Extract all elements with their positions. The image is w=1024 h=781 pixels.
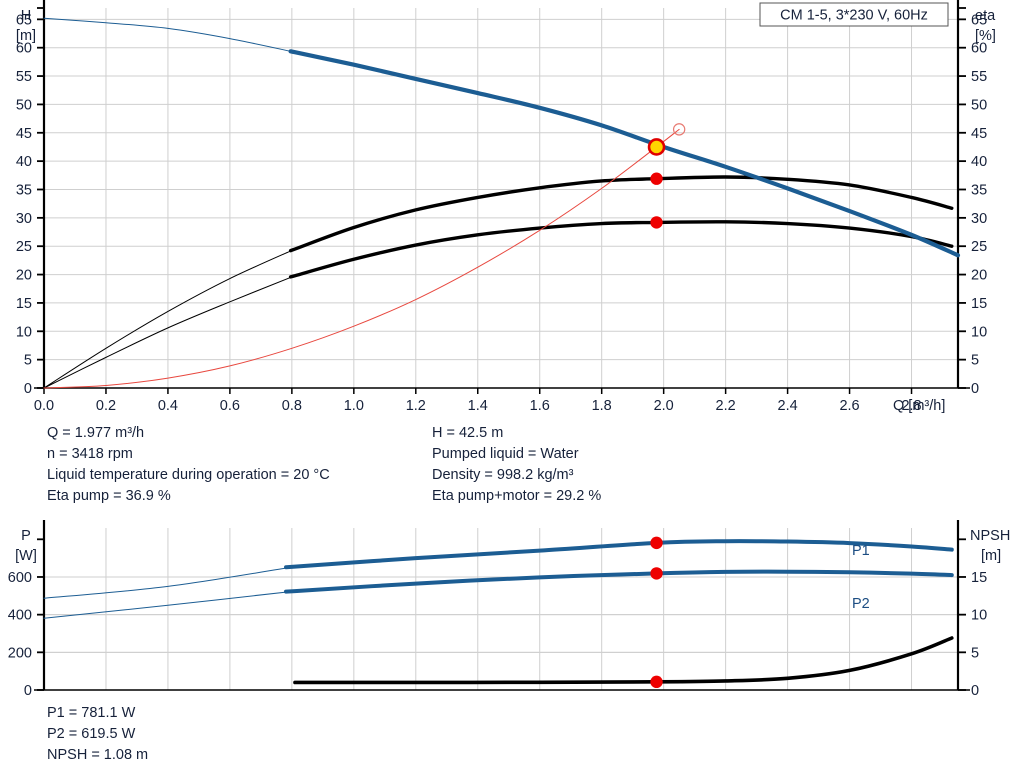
svg-text:5: 5 <box>971 645 979 661</box>
info-p2: P2 = 619.5 W <box>47 726 136 742</box>
svg-text:10: 10 <box>16 324 32 340</box>
svg-text:[m]: [m] <box>16 28 36 44</box>
head-eta-chart: 0 5 10 15 20 25 30 35 40 45 50 55 60 65 0 5 10 15 20 25 30 35… <box>16 0 996 414</box>
svg-text:0: 0 <box>971 381 979 397</box>
svg-text:0.0: 0.0 <box>34 398 54 414</box>
info-p1: P1 = 781.1 W <box>47 705 136 721</box>
svg-text:30: 30 <box>971 211 987 227</box>
svg-text:40: 40 <box>971 154 987 170</box>
svg-text:2.2: 2.2 <box>716 398 736 414</box>
svg-text:2.6: 2.6 <box>839 398 859 414</box>
svg-text:1.8: 1.8 <box>592 398 612 414</box>
p2-curve-tag: P2 <box>852 596 870 612</box>
svg-text:2.4: 2.4 <box>778 398 798 414</box>
duty-point <box>647 138 666 156</box>
p1-curve-tag: P1 <box>852 543 870 559</box>
svg-text:55: 55 <box>16 69 32 85</box>
h-axis-label: H <box>21 8 31 24</box>
svg-text:[m]: [m] <box>981 548 1001 564</box>
svg-text:0: 0 <box>24 683 32 699</box>
svg-text:50: 50 <box>971 97 987 113</box>
power-npsh-chart: 0 200 400 600 0 5 10 15 P [W] NPSH [m] P1 P2 <box>8 520 1010 699</box>
info-density: Density = 998.2 kg/m³ <box>432 467 574 483</box>
svg-text:10: 10 <box>971 608 987 624</box>
duty-point-info-right: H = 42.5 m Pumped liquid = Water Density… <box>432 423 601 507</box>
svg-text:15: 15 <box>971 570 987 586</box>
svg-text:65: 65 <box>971 12 987 28</box>
svg-text:45: 45 <box>16 126 32 142</box>
svg-text:35: 35 <box>971 182 987 198</box>
npsh-duty-point <box>650 675 663 689</box>
svg-text:1.0: 1.0 <box>344 398 364 414</box>
svg-text:15: 15 <box>16 296 32 312</box>
svg-text:0.8: 0.8 <box>282 398 302 414</box>
svg-text:2.0: 2.0 <box>654 398 674 414</box>
info-liquid-temperature: Liquid temperature during operation = 20… <box>47 467 330 483</box>
svg-text:0: 0 <box>971 683 979 699</box>
eta-axis-label: eta <box>975 8 996 24</box>
npsh-axis-label: NPSH <box>970 528 1010 544</box>
svg-text:0: 0 <box>24 381 32 397</box>
svg-text:[%]: [%] <box>975 28 996 44</box>
svg-text:5: 5 <box>24 353 32 369</box>
info-npsh: NPSH = 1.08 m <box>47 747 149 763</box>
info-pumped-liquid: Pumped liquid = Water <box>432 446 579 462</box>
svg-text:40: 40 <box>16 154 32 170</box>
svg-text:20: 20 <box>16 268 32 284</box>
duty-point-info-left: Q = 1.977 m³/h n = 3418 rpm Liquid tempe… <box>47 423 330 507</box>
p-axis-label: P <box>21 528 31 544</box>
svg-text:20: 20 <box>971 268 987 284</box>
p1-duty-point <box>650 536 663 550</box>
eta-pump-point <box>650 172 663 185</box>
info-eta-pump-motor: Eta pump+motor = 29.2 % <box>432 488 602 504</box>
svg-text:1.6: 1.6 <box>530 398 550 414</box>
q-axis-label: Q [m³/h] <box>893 398 945 414</box>
svg-text:50: 50 <box>16 97 32 113</box>
svg-text:200: 200 <box>8 645 32 661</box>
svg-text:400: 400 <box>8 608 32 624</box>
svg-text:0.6: 0.6 <box>220 398 240 414</box>
svg-text:0.4: 0.4 <box>158 398 178 414</box>
svg-text:45: 45 <box>971 126 987 142</box>
eta-pump-motor-point <box>650 216 663 229</box>
svg-text:25: 25 <box>16 239 32 255</box>
svg-text:1.2: 1.2 <box>406 398 426 414</box>
svg-text:[W]: [W] <box>15 548 37 564</box>
info-h: H = 42.5 m <box>432 425 504 441</box>
svg-text:5: 5 <box>971 353 979 369</box>
svg-text:25: 25 <box>971 239 987 255</box>
svg-text:1.4: 1.4 <box>468 398 488 414</box>
svg-text:2.8: 2.8 <box>901 398 921 414</box>
svg-text:60: 60 <box>971 41 987 57</box>
power-npsh-info: P1 = 781.1 W P2 = 619.5 W NPSH = 1.08 m <box>47 703 148 766</box>
chart-title-box: CM 1-5, 3*230 V, 60Hz <box>759 2 949 27</box>
svg-text:30: 30 <box>16 211 32 227</box>
svg-text:35: 35 <box>16 182 32 198</box>
svg-text:0.2: 0.2 <box>96 398 116 414</box>
info-n: n = 3418 rpm <box>47 446 133 462</box>
p2-duty-point <box>650 567 663 580</box>
svg-text:65: 65 <box>16 12 32 28</box>
svg-text:600: 600 <box>8 570 32 586</box>
svg-text:55: 55 <box>971 69 987 85</box>
svg-text:10: 10 <box>971 324 987 340</box>
svg-text:60: 60 <box>16 41 32 57</box>
svg-text:15: 15 <box>971 296 987 312</box>
system-curve-end <box>672 123 686 136</box>
info-eta-pump: Eta pump = 36.9 % <box>47 488 171 504</box>
info-q: Q = 1.977 m³/h <box>47 425 145 441</box>
chart-title-text: CM 1-5, 3*230 V, 60Hz <box>780 8 928 24</box>
